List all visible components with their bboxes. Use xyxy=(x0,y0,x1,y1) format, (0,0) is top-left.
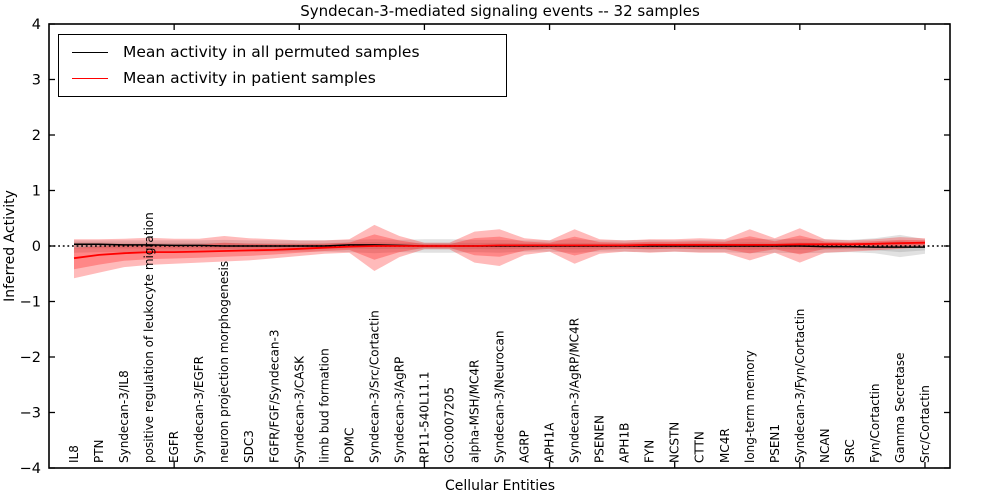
patient-line-swatch xyxy=(72,78,108,80)
y-tick-label: −1 xyxy=(20,295,41,311)
entity-label: Syndecan-3/Neurocan xyxy=(493,331,507,463)
y-axis-ticks: 4 3 2 1 0 −1 −2 −3 −4 xyxy=(20,17,950,477)
entity-labels: IL8 PTN Syndecan-3/IL8 positive regulation … xyxy=(67,212,932,463)
entity-label: Syndecan-3/CASK xyxy=(292,355,306,463)
entity-label: APH1A xyxy=(543,422,557,463)
entity-label: SRC xyxy=(843,439,857,463)
entity-label: NCAN xyxy=(818,428,832,463)
entity-label: Syndecan-3/Fyn/Cortactin xyxy=(793,309,807,463)
entity-label: IL8 xyxy=(67,445,81,463)
entity-label: SDC3 xyxy=(242,430,256,463)
entity-label: limb bud formation xyxy=(317,348,331,463)
entity-label: PSENEN xyxy=(593,415,607,463)
mean-line-patient xyxy=(73,241,926,260)
entity-label: RP11-540L11.1 xyxy=(417,372,431,463)
y-tick-label: 4 xyxy=(32,17,41,33)
entity-label: AGRP xyxy=(518,430,532,463)
legend-item-permuted: Mean activity in all permuted samples xyxy=(59,43,506,62)
entity-label: FYN xyxy=(643,440,657,463)
entity-label: POMC xyxy=(342,428,356,463)
entity-label: MC4R xyxy=(718,428,732,463)
y-tick-label: 1 xyxy=(32,184,41,200)
legend-box: Mean activity in all permuted samples Me… xyxy=(58,34,507,97)
legend-label-patient: Mean activity in patient samples xyxy=(123,69,376,88)
entity-label: Gamma Secretase xyxy=(893,352,907,463)
y-tick-label: −3 xyxy=(20,406,41,422)
entity-label: Syndecan-3/EGFR xyxy=(192,356,206,463)
entity-label: GO:0007205 xyxy=(442,387,456,463)
entity-label: neuron projection morphogenesis xyxy=(217,261,231,463)
entity-label: Fyn/Cortactin xyxy=(868,383,882,463)
entity-label: Syndecan-3/Src/Cortactin xyxy=(367,310,381,463)
patient-samples-range-inner xyxy=(74,234,925,270)
entity-label: Syndecan-3/AgRP/MC4R xyxy=(568,318,582,463)
chart-title: Syndecan-3-mediated signaling events -- … xyxy=(300,2,700,20)
entity-label: long-term memory xyxy=(743,350,757,463)
y-tick-label: −4 xyxy=(20,461,41,477)
entity-label: Src/Cortactin xyxy=(918,385,932,463)
y-tick-label: 3 xyxy=(32,73,41,89)
y-tick-label: 2 xyxy=(32,128,41,144)
entity-label: Syndecan-3/AgRP xyxy=(392,357,406,463)
entity-label: PSEN1 xyxy=(768,424,782,463)
confidence-band-patient-samples-range xyxy=(74,224,925,279)
entity-label: NCSTN xyxy=(668,422,682,463)
legend-item-patient: Mean activity in patient samples xyxy=(59,69,506,88)
entity-label: Syndecan-3/IL8 xyxy=(117,370,131,463)
entity-label: APH1B xyxy=(618,423,632,463)
entity-label: alpha-MSH/MC4R xyxy=(467,360,481,463)
x-axis-ticks xyxy=(173,24,926,468)
entity-label: positive regulation of leukocyte migrati… xyxy=(142,212,156,463)
entity-label: EGFR xyxy=(167,431,181,463)
patient-samples-range-outer xyxy=(74,224,925,279)
permuted-line-swatch xyxy=(72,51,108,53)
y-tick-label: 0 xyxy=(32,239,41,255)
entity-label: PTN xyxy=(92,439,106,463)
x-axis-label: Cellular Entities xyxy=(444,478,556,494)
entity-label: FGFR/FGF/Syndecan-3 xyxy=(267,330,281,463)
y-tick-label: −2 xyxy=(20,350,41,366)
entity-label: CTTN xyxy=(693,431,707,463)
legend-label-permuted: Mean activity in all permuted samples xyxy=(123,42,420,61)
